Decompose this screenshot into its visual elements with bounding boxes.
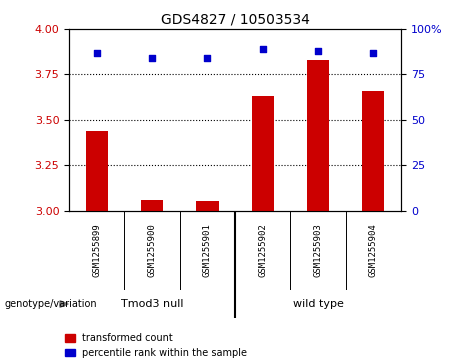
Text: GSM1255903: GSM1255903 xyxy=(313,224,323,277)
Text: Tmod3 null: Tmod3 null xyxy=(121,299,183,309)
Title: GDS4827 / 10503534: GDS4827 / 10503534 xyxy=(161,12,309,26)
Point xyxy=(370,50,377,56)
Point xyxy=(93,50,100,56)
Text: wild type: wild type xyxy=(293,299,343,309)
Text: GSM1255900: GSM1255900 xyxy=(148,224,157,277)
Point xyxy=(204,55,211,61)
Text: GSM1255902: GSM1255902 xyxy=(258,224,267,277)
Point xyxy=(259,46,266,52)
Bar xyxy=(196,201,219,211)
Text: GSM1255904: GSM1255904 xyxy=(369,224,378,277)
Point xyxy=(314,48,322,54)
Point xyxy=(148,55,156,61)
Text: GSM1255899: GSM1255899 xyxy=(92,224,101,277)
Text: genotype/variation: genotype/variation xyxy=(5,299,97,309)
Bar xyxy=(307,60,329,211)
Legend: transformed count, percentile rank within the sample: transformed count, percentile rank withi… xyxy=(65,333,247,358)
Text: GSM1255901: GSM1255901 xyxy=(203,224,212,277)
Bar xyxy=(141,200,163,211)
Bar xyxy=(86,131,108,211)
Bar xyxy=(252,96,274,211)
Bar xyxy=(362,91,384,211)
